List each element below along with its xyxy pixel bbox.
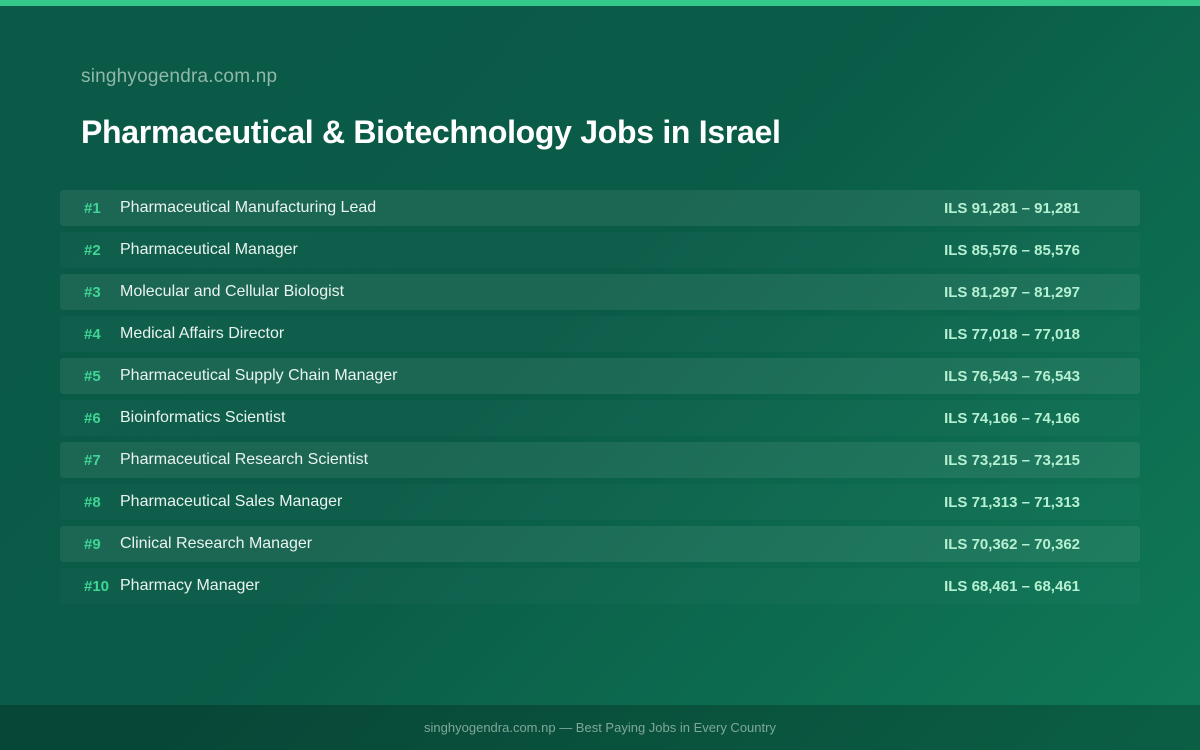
job-salary: ILS 81,297 – 81,297	[944, 283, 1080, 301]
job-salary: ILS 73,215 – 73,215	[944, 451, 1080, 469]
job-row: #7 Pharmaceutical Research Scientist ILS…	[60, 442, 1140, 478]
job-title: Pharmaceutical Manufacturing Lead	[120, 199, 377, 216]
job-rank: #2	[84, 241, 101, 259]
job-salary: ILS 74,166 – 74,166	[944, 409, 1080, 427]
job-salary: ILS 70,362 – 70,362	[944, 535, 1080, 553]
job-row: #8 Pharmaceutical Sales Manager ILS 71,3…	[60, 484, 1140, 520]
job-rank: #1	[84, 199, 101, 217]
job-title: Pharmacy Manager	[120, 577, 260, 594]
job-title: Medical Affairs Director	[120, 325, 285, 342]
job-title: Bioinformatics Scientist	[120, 409, 286, 426]
job-row: #1 Pharmaceutical Manufacturing Lead ILS…	[60, 190, 1140, 226]
job-title: Pharmaceutical Sales Manager	[120, 493, 343, 510]
job-rank: #6	[84, 409, 101, 427]
job-rank: #9	[84, 535, 101, 553]
job-row: #2 Pharmaceutical Manager ILS 85,576 – 8…	[60, 232, 1140, 268]
job-salary: ILS 85,576 – 85,576	[944, 241, 1080, 259]
job-salary: ILS 77,018 – 77,018	[944, 325, 1080, 343]
job-rank: #7	[84, 451, 101, 469]
top-accent-bar	[0, 0, 1200, 6]
page-title: Pharmaceutical & Biotechnology Jobs in I…	[81, 114, 781, 150]
job-rank: #8	[84, 493, 101, 511]
job-rank: #5	[84, 367, 101, 385]
job-title: Molecular and Cellular Biologist	[120, 283, 345, 300]
job-salary: ILS 76,543 – 76,543	[944, 367, 1080, 385]
footer: singhyogendra.com.np — Best Paying Jobs …	[0, 705, 1200, 750]
job-row: #6 Bioinformatics Scientist ILS 74,166 –…	[60, 400, 1140, 436]
job-list: #1 Pharmaceutical Manufacturing Lead ILS…	[60, 190, 1140, 610]
job-row: #3 Molecular and Cellular Biologist ILS …	[60, 274, 1140, 310]
job-rank: #4	[84, 325, 101, 343]
job-salary: ILS 71,313 – 71,313	[944, 493, 1080, 511]
job-salary: ILS 68,461 – 68,461	[944, 577, 1080, 595]
job-row: #10 Pharmacy Manager ILS 68,461 – 68,461	[60, 568, 1140, 604]
job-rank: #10	[84, 577, 110, 595]
job-title: Pharmaceutical Research Scientist	[120, 451, 369, 468]
job-rank: #3	[84, 283, 101, 301]
job-title: Pharmaceutical Supply Chain Manager	[120, 367, 398, 384]
job-row: #5 Pharmaceutical Supply Chain Manager I…	[60, 358, 1140, 394]
job-salary: ILS 91,281 – 91,281	[944, 199, 1080, 217]
job-row: #4 Medical Affairs Director ILS 77,018 –…	[60, 316, 1140, 352]
job-title: Clinical Research Manager	[120, 535, 313, 552]
site-name: singhyogendra.com.np	[81, 66, 278, 87]
footer-text: singhyogendra.com.np — Best Paying Jobs …	[424, 720, 776, 735]
job-row: #9 Clinical Research Manager ILS 70,362 …	[60, 526, 1140, 562]
job-title: Pharmaceutical Manager	[120, 241, 298, 258]
